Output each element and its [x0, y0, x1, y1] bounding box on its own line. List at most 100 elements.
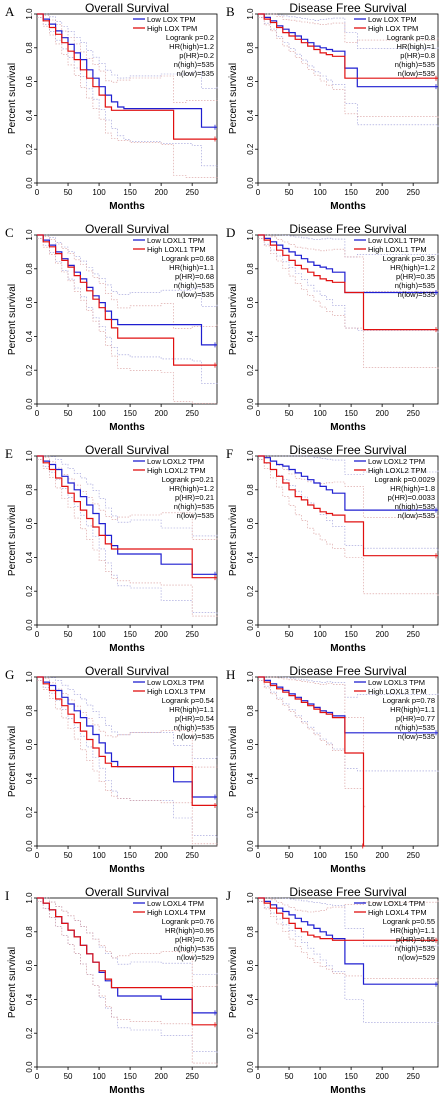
stat-line: n(high)=535 [174, 723, 214, 732]
x-tick-label: 200 [375, 630, 389, 639]
x-axis-label: Months [109, 643, 145, 654]
x-tick-label: 200 [375, 1072, 389, 1081]
x-tick-label: 250 [406, 1072, 420, 1081]
stat-line: n(high)=535 [174, 502, 214, 511]
x-tick-label: 0 [35, 188, 40, 197]
stat-line: n(low)=535 [177, 290, 214, 299]
confidence-band [37, 680, 218, 846]
y-tick-label: 0.6 [246, 75, 255, 87]
x-tick-label: 0 [35, 409, 40, 418]
x-tick-label: 0 [256, 851, 261, 860]
x-tick-label: 250 [406, 851, 420, 860]
chart-title: Disease Free Survival [289, 222, 406, 236]
stat-line: HR(high)=1.2 [169, 484, 214, 493]
stat-line: n(low)=535 [398, 732, 435, 741]
y-tick-label: 0.6 [25, 296, 34, 308]
stat-line: p(HR)=0.8 [400, 51, 435, 60]
y-tick-label: 0.2 [25, 806, 34, 818]
x-tick-label: 200 [154, 188, 168, 197]
survival-curve-high [258, 897, 438, 941]
survival-panel-disease-free-survival: B Disease Free Survival 0.0 0.2 0.4 0.6 0.8 1.0… [226, 1, 439, 212]
x-tick-label: 50 [285, 630, 294, 639]
survival-panel-disease-free-survival: H Disease Free Survival 0.0 0.2 0.4 0.6 0.8 1.0… [226, 664, 439, 875]
stat-line: Logrank p=0.21 [162, 475, 214, 484]
y-axis-label: Percent survival [228, 505, 239, 576]
x-tick-label: 150 [344, 409, 358, 418]
y-tick-label: 0.6 [246, 296, 255, 308]
y-tick-label: 0.4 [25, 109, 34, 121]
y-tick-label: 1.0 [246, 8, 255, 20]
y-tick-label: 0.2 [246, 1027, 255, 1039]
y-tick-label: 1.0 [25, 892, 34, 904]
stat-line: HR(high)=1.1 [390, 926, 435, 935]
stat-line: p(HR)=0.68 [175, 272, 214, 281]
y-tick-label: 0.6 [25, 738, 34, 750]
x-axis-label: Months [330, 422, 366, 433]
x-axis-label: Months [109, 201, 145, 212]
chart-title: Disease Free Survival [289, 885, 406, 899]
confidence-band [37, 234, 218, 307]
x-tick-label: 100 [92, 851, 106, 860]
x-tick-label: 50 [64, 1072, 73, 1081]
y-tick-label: 0.4 [246, 772, 255, 784]
stat-line: n(high)=535 [174, 944, 214, 953]
plot-frame [257, 13, 439, 184]
panel-letter: E [5, 446, 13, 461]
x-axis-label: Months [330, 201, 366, 212]
plot-frame [36, 676, 218, 847]
x-tick-label: 150 [123, 409, 137, 418]
confidence-band [37, 455, 218, 540]
stat-line: p(HR)=0.35 [396, 272, 435, 281]
x-tick-label: 200 [375, 188, 389, 197]
y-tick-label: 0.0 [246, 398, 255, 410]
stat-line: HR(high)=1 [396, 42, 435, 51]
legend-label: High LOX TPM [147, 24, 197, 33]
survival-curve-low [258, 13, 438, 88]
legend-label: Low LOXL2 TPM [147, 457, 204, 466]
survival-curve-high [258, 13, 438, 79]
y-axis-label: Percent survival [7, 947, 18, 1018]
confidence-band [258, 455, 439, 475]
y-axis-label: Percent survival [7, 505, 18, 576]
chart-title: Disease Free Survival [289, 664, 406, 678]
survival-curve-high [37, 676, 217, 806]
y-axis-label: Percent survival [228, 726, 239, 797]
y-tick-label: 0.0 [246, 619, 255, 631]
panel-letter: J [226, 888, 231, 903]
y-tick-label: 0.8 [25, 42, 34, 54]
stat-line: HR(high)=1.2 [390, 263, 435, 272]
chart-title: Disease Free Survival [289, 1, 406, 15]
x-tick-label: 0 [35, 851, 40, 860]
chart-title: Overall Survival [85, 1, 169, 15]
y-tick-label: 0.6 [246, 517, 255, 529]
x-tick-label: 50 [285, 188, 294, 197]
y-axis-label: Percent survival [7, 284, 18, 355]
survival-curve-low [258, 234, 438, 294]
stat-line: HR(high)=1.1 [390, 705, 435, 714]
x-tick-label: 100 [92, 630, 106, 639]
panel-letter: H [226, 667, 235, 682]
confidence-band [258, 680, 365, 847]
y-tick-label: 0.2 [25, 143, 34, 155]
y-tick-label: 0.0 [246, 1061, 255, 1073]
plot-frame [257, 234, 439, 405]
survival-panel-overall-survival: A Overall Survival 0.0 0.2 0.4 0.6 0.8 1.0 0 50 10… [5, 1, 218, 212]
legend-label: Low LOXL2 TPM [368, 457, 425, 466]
y-tick-label: 0.8 [246, 263, 255, 275]
y-tick-label: 0.8 [25, 263, 34, 275]
survival-curve-high [37, 234, 217, 366]
stat-line: n(high)=535 [174, 60, 214, 69]
chart-title: Overall Survival [85, 443, 169, 457]
stat-line: n(low)=535 [177, 511, 214, 520]
y-tick-label: 0.8 [246, 42, 255, 54]
y-tick-label: 0.4 [25, 330, 34, 342]
legend-label: Low LOXL3 TPM [368, 678, 425, 687]
y-tick-label: 0.4 [25, 993, 34, 1005]
plot-frame [257, 676, 439, 847]
stat-line: p(HR)=0.55 [396, 935, 435, 944]
x-tick-label: 150 [344, 188, 358, 197]
confidence-band [37, 459, 218, 619]
confidence-band [37, 676, 218, 759]
y-tick-label: 1.0 [246, 229, 255, 241]
legend-label: Low LOXL4 TPM [147, 899, 204, 908]
